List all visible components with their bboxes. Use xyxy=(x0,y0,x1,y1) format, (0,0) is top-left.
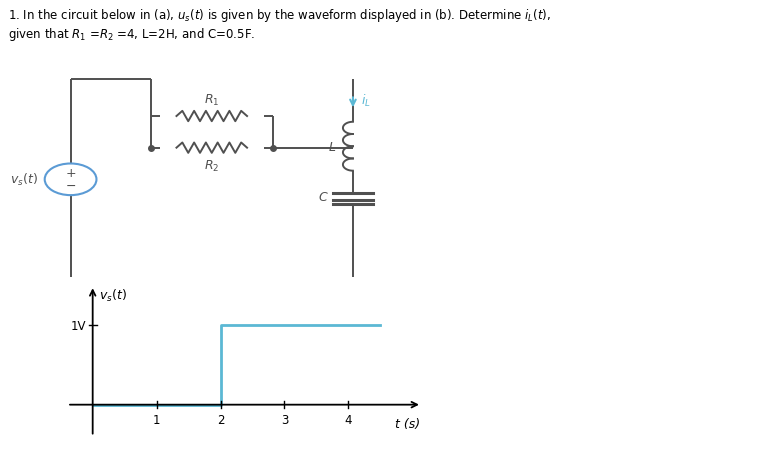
Text: +: + xyxy=(65,167,76,180)
Text: $R_2$: $R_2$ xyxy=(204,158,219,174)
Text: 1. In the circuit below in (a), $u_s(t)$ is given by the waveform displayed in (: 1. In the circuit below in (a), $u_s(t)$… xyxy=(8,7,551,24)
Text: $i_L$: $i_L$ xyxy=(361,93,371,109)
Text: 4: 4 xyxy=(345,413,352,425)
Text: 3: 3 xyxy=(281,413,288,425)
Text: $v_s(t)$: $v_s(t)$ xyxy=(99,288,127,303)
Text: (a): (a) xyxy=(202,299,222,313)
Text: −: − xyxy=(65,180,76,193)
Text: given that $R_1$ =$R_2$ =4, L=2H, and C=0.5F.: given that $R_1$ =$R_2$ =4, L=2H, and C=… xyxy=(8,25,255,43)
Text: $C$: $C$ xyxy=(318,191,329,204)
Text: $L$: $L$ xyxy=(328,140,336,153)
Text: 2: 2 xyxy=(217,413,224,425)
Text: 1: 1 xyxy=(153,413,160,425)
Text: t (s): t (s) xyxy=(395,417,420,430)
Text: $v_s(t)$: $v_s(t)$ xyxy=(10,172,38,188)
Text: 1V: 1V xyxy=(71,319,87,332)
Text: $R_1$: $R_1$ xyxy=(204,93,219,107)
